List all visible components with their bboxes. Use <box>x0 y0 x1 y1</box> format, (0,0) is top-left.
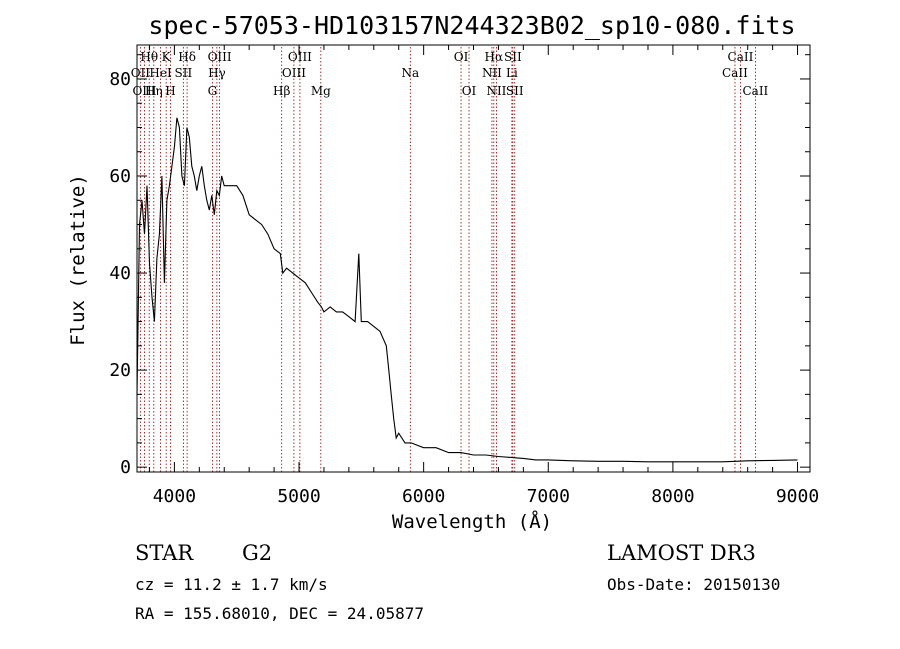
y-tick-label-20: 20 <box>109 360 131 381</box>
line-label-9: OIII <box>208 50 232 64</box>
line-label-24: SII <box>506 84 524 98</box>
line-label-22: Li <box>506 66 518 80</box>
chart-title: spec-57053-HD103157N244323B02_sp10-080.f… <box>148 11 795 40</box>
line-label-18: OI <box>462 84 477 98</box>
line-label-2: OIII <box>132 84 156 98</box>
y-tick-label-60: 60 <box>109 166 131 187</box>
line-label-20: SII <box>504 50 522 64</box>
plot-frame <box>136 44 811 473</box>
line-label-16: Na <box>401 66 419 80</box>
line-label-13: OIII <box>282 66 306 80</box>
coordinates: RA = 155.68010, DEC = 24.05877 <box>135 604 424 623</box>
line-label-3: K <box>162 50 172 64</box>
line-label-6: Hδ <box>178 50 196 64</box>
line-label-11: G <box>208 84 218 98</box>
line-label-21: NII <box>482 66 502 80</box>
line-label-10: Hγ <box>208 66 226 80</box>
y-tick-label-80: 80 <box>109 69 131 90</box>
object-subclass: G2 <box>242 541 272 565</box>
spectrum-line <box>136 117 798 463</box>
obs-date: Obs-Date: 20150130 <box>607 575 780 594</box>
x-tick-label-6000: 6000 <box>402 486 445 507</box>
x-axis-label: Wavelength (Å) <box>392 510 552 533</box>
line-label-1: OII <box>131 66 151 80</box>
line-label-23: NII <box>486 84 506 98</box>
x-tick-label-4000: 4000 <box>153 486 196 507</box>
line-label-19: Hα <box>485 50 504 64</box>
line-label-25: CaII <box>728 50 754 64</box>
x-tick-label-5000: 5000 <box>277 486 320 507</box>
line-label-0: Hθ <box>140 50 158 64</box>
line-label-14: Hβ <box>273 84 290 98</box>
x-tick-label-7000: 7000 <box>527 486 570 507</box>
line-label-12: OIII <box>288 50 312 64</box>
y-tick-label-0: 0 <box>120 457 131 478</box>
line-label-7: SII <box>175 66 193 80</box>
line-label-15: Mg <box>311 84 331 98</box>
y-axis-label: Flux (relative) <box>67 174 89 346</box>
line-label-8: H <box>165 84 175 98</box>
redshift-text: cz = 11.2 ± 1.7 km/s <box>135 575 328 594</box>
line-label-26: CaII <box>722 66 748 80</box>
line-label-5: Hη <box>145 84 163 98</box>
line-label-17: OI <box>454 50 469 64</box>
survey-name: LAMOST DR3 <box>607 541 756 565</box>
y-tick-label-40: 40 <box>109 263 131 284</box>
spectral-line-markers <box>139 47 756 472</box>
line-label-4: HeI <box>149 66 172 80</box>
object-class: STAR <box>135 541 194 565</box>
x-tick-label-9000: 9000 <box>776 486 819 507</box>
x-axis-ticks: 4000 5000 6000 7000 8000 9000 <box>148 45 819 507</box>
y-axis-ticks: 0 20 40 60 80 <box>109 54 810 478</box>
line-label-27: CaII <box>742 84 768 98</box>
x-tick-label-8000: 8000 <box>651 486 694 507</box>
